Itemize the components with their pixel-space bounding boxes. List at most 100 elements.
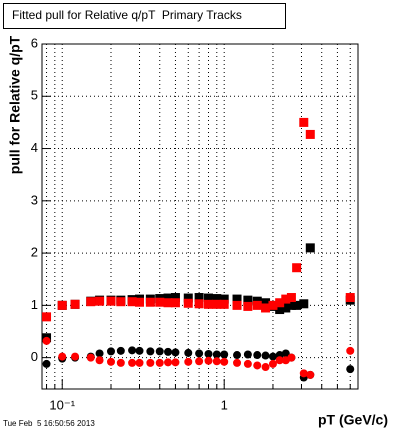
data-point <box>268 359 277 368</box>
data-point <box>135 297 145 307</box>
y-axis-label: pull for Relative q/pT <box>7 35 23 174</box>
data-point <box>233 358 242 367</box>
plot-frame <box>41 43 359 390</box>
data-point <box>95 296 105 306</box>
data-point <box>204 299 214 309</box>
y-tick-label: 0 <box>31 349 38 364</box>
data-point <box>145 297 155 307</box>
data-point <box>86 297 96 307</box>
data-point <box>184 357 193 366</box>
data-point <box>163 298 173 308</box>
title-box <box>3 3 286 29</box>
y-tick-label: 3 <box>31 192 38 207</box>
data-point <box>195 357 204 366</box>
data-point <box>232 294 242 304</box>
y-tick-label: 4 <box>31 140 38 155</box>
data-point <box>58 352 67 361</box>
data-point <box>275 305 285 315</box>
data-point <box>220 357 229 366</box>
data-point <box>286 300 296 310</box>
data-point <box>243 301 253 311</box>
data-point <box>233 351 242 360</box>
data-point <box>106 347 115 356</box>
data-point <box>346 365 355 374</box>
data-point <box>212 357 221 366</box>
data-point <box>155 347 164 356</box>
data-point <box>261 303 271 313</box>
timestamp: Tue Feb 5 16:50:56 2013 <box>3 419 95 428</box>
data-point <box>212 299 222 309</box>
data-point <box>305 129 315 139</box>
data-point <box>171 358 180 367</box>
data-point <box>127 297 137 307</box>
data-point <box>219 299 229 309</box>
data-point <box>183 293 193 303</box>
y-tick-label: 5 <box>31 88 38 103</box>
data-point <box>306 370 315 379</box>
data-point <box>128 346 137 355</box>
data-point <box>281 294 291 304</box>
data-point <box>287 353 296 362</box>
data-point <box>299 369 308 378</box>
data-point <box>204 349 213 358</box>
data-point <box>268 352 277 361</box>
data-point <box>57 300 67 310</box>
data-point <box>86 353 95 362</box>
data-point <box>42 312 52 322</box>
data-point <box>219 294 229 304</box>
data-point <box>292 263 302 273</box>
data-point <box>116 297 126 307</box>
data-point <box>275 298 285 308</box>
data-point <box>70 299 80 309</box>
data-point <box>305 243 315 253</box>
data-point <box>194 299 204 309</box>
data-point <box>106 357 115 366</box>
data-point <box>243 350 252 359</box>
data-point <box>292 300 302 310</box>
x-tick-label: 10⁻¹ <box>49 397 75 412</box>
data-point <box>281 349 290 358</box>
y-tick-label: 6 <box>31 35 38 50</box>
data-point <box>268 300 278 310</box>
data-point <box>232 300 242 310</box>
x-axis-label: pT (GeV/c) <box>318 412 388 428</box>
data-point <box>163 293 173 303</box>
data-point <box>275 356 284 365</box>
data-point <box>253 361 262 370</box>
data-point <box>281 303 291 313</box>
data-point <box>195 349 204 358</box>
data-point <box>170 293 180 303</box>
data-point <box>164 358 173 367</box>
data-point <box>299 117 309 127</box>
data-point <box>95 356 104 365</box>
data-point <box>286 293 296 303</box>
data-point <box>261 298 271 308</box>
data-point <box>135 358 144 367</box>
x-tick-label: 1 <box>221 397 228 412</box>
data-point <box>146 358 155 367</box>
data-point <box>243 359 252 368</box>
data-point <box>135 346 144 355</box>
data-point <box>146 347 155 356</box>
data-point <box>95 349 104 358</box>
data-point <box>106 296 116 306</box>
data-point <box>164 347 173 356</box>
data-point <box>170 298 180 308</box>
data-point <box>116 346 125 355</box>
data-point <box>212 294 222 304</box>
data-point <box>194 293 204 303</box>
data-point <box>183 298 193 308</box>
data-point <box>42 336 51 345</box>
data-point <box>252 300 262 310</box>
data-point <box>346 346 355 355</box>
data-point <box>128 358 137 367</box>
data-point <box>71 352 80 361</box>
data-point <box>220 350 229 359</box>
data-point <box>253 351 262 360</box>
data-point <box>155 358 164 367</box>
data-point <box>204 356 213 365</box>
data-point <box>116 358 125 367</box>
data-point <box>261 351 270 360</box>
data-point <box>155 297 165 307</box>
